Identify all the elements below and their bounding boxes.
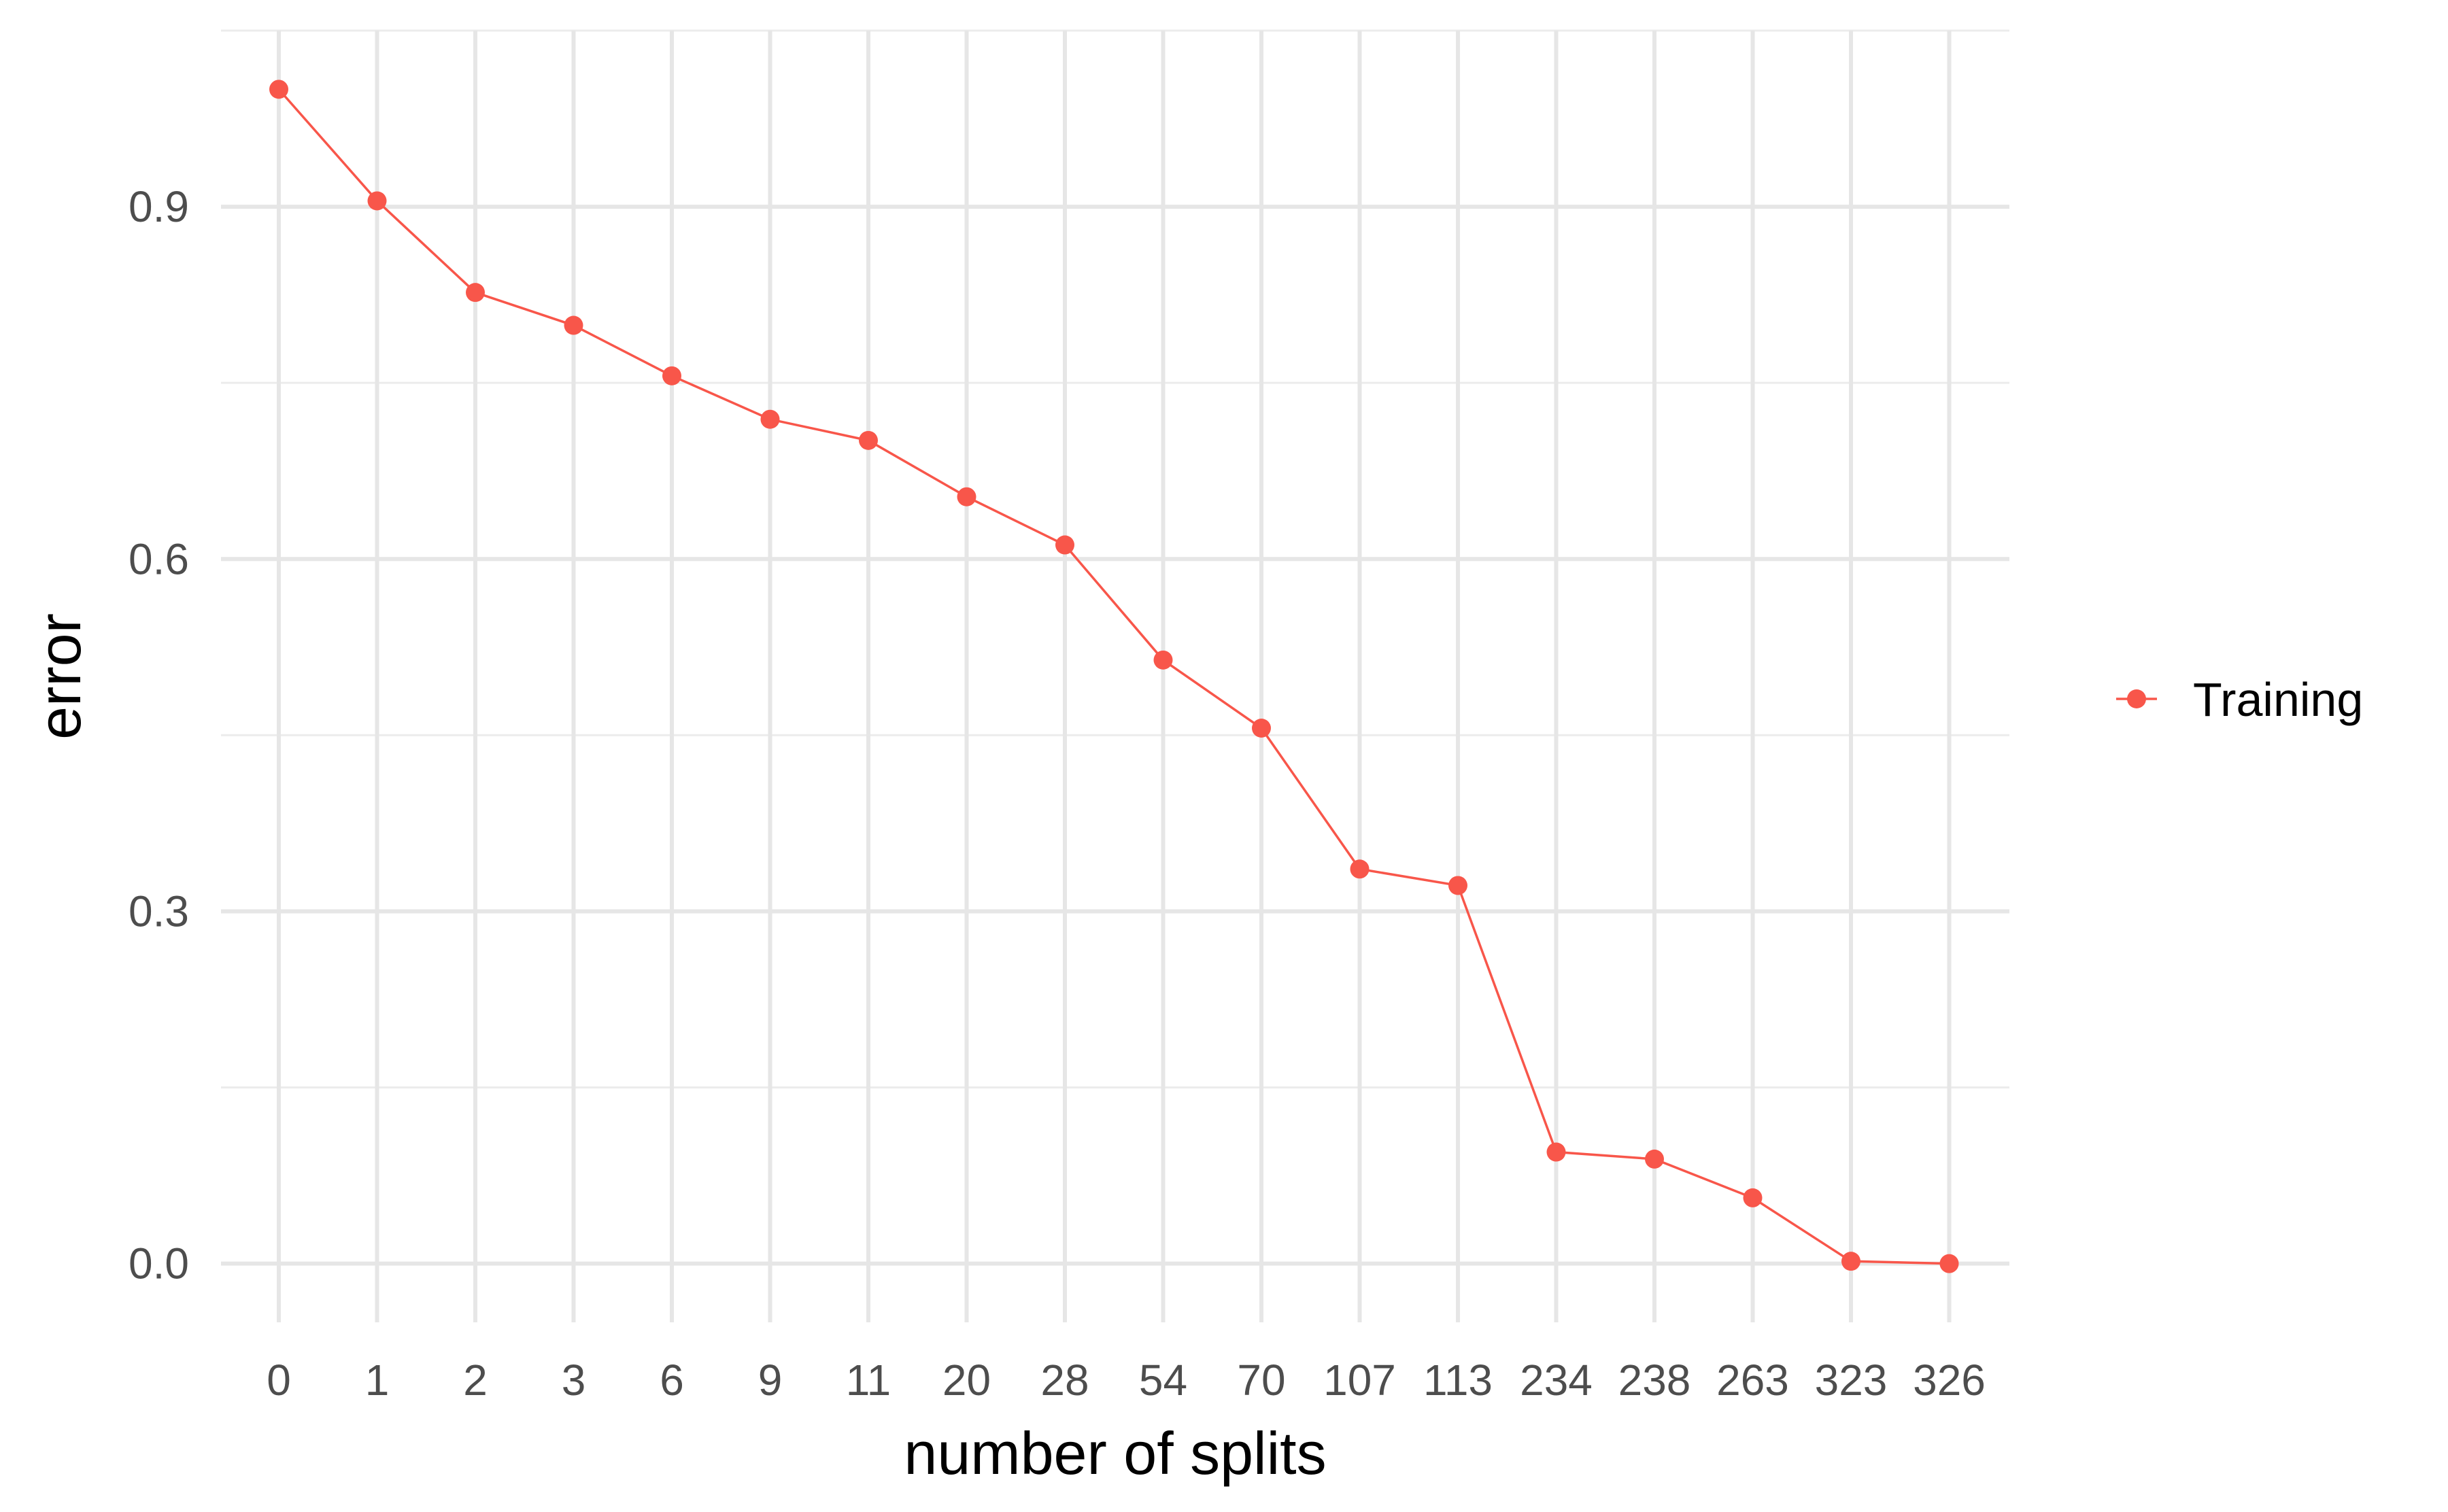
x-tick-label: 113 <box>1423 1356 1493 1405</box>
x-tick-label: 6 <box>660 1356 684 1405</box>
data-point <box>1252 719 1271 738</box>
y-axis-ticks: 0.0 0.3 0.6 0.9 <box>129 182 189 1288</box>
x-tick-label: 9 <box>758 1356 783 1405</box>
x-axis-ticks: 0 1 2 3 6 9 11 20 28 54 70 107 113 234 238 263 323 326 <box>267 1356 1986 1405</box>
y-tick-label: 0.6 <box>129 534 189 583</box>
legend-label-training: Training <box>2193 673 2363 726</box>
data-point <box>760 409 780 429</box>
x-tick-label: 2 <box>463 1356 488 1405</box>
series-line-0 <box>277 88 1950 1265</box>
data-point <box>1546 1142 1566 1162</box>
x-tick-label: 11 <box>846 1356 891 1405</box>
y-tick-label: 0.9 <box>129 182 189 231</box>
data-point <box>1153 650 1173 670</box>
x-axis-title: number of splits <box>904 1420 1326 1487</box>
x-tick-label: 326 <box>1913 1356 1986 1405</box>
data-point <box>1055 535 1074 555</box>
x-tick-label: 0 <box>267 1356 291 1405</box>
x-tick-label: 3 <box>562 1356 586 1405</box>
y-tick-label: 0.3 <box>129 887 189 935</box>
x-tick-label: 20 <box>942 1356 991 1405</box>
x-tick-label: 54 <box>1139 1356 1187 1405</box>
series-layer <box>269 80 1959 1273</box>
data-point <box>662 366 681 385</box>
data-point <box>859 430 878 450</box>
data-point <box>957 487 976 506</box>
data-point <box>466 283 485 303</box>
x-tick-label: 263 <box>1716 1356 1789 1405</box>
y-tick-label: 0.0 <box>129 1239 189 1288</box>
x-tick-label: 107 <box>1323 1356 1396 1405</box>
legend-marker <box>2127 689 2146 708</box>
legend: Training <box>2116 673 2363 726</box>
x-tick-label: 234 <box>1520 1356 1593 1405</box>
data-point <box>1448 876 1467 895</box>
x-tick-label: 323 <box>1815 1356 1888 1405</box>
x-tick-label: 70 <box>1237 1356 1285 1405</box>
data-point <box>1939 1254 1959 1273</box>
y-axis-title: error <box>26 613 93 740</box>
data-point <box>367 191 387 211</box>
data-point <box>564 315 583 335</box>
x-tick-label: 28 <box>1040 1356 1089 1405</box>
data-point <box>269 80 288 99</box>
grid <box>221 29 2009 1322</box>
x-tick-label: 238 <box>1618 1356 1691 1405</box>
data-point <box>1350 859 1370 879</box>
data-point <box>1841 1252 1860 1271</box>
data-point <box>1743 1188 1763 1207</box>
x-tick-label: 1 <box>365 1356 390 1405</box>
data-point <box>1645 1149 1664 1169</box>
